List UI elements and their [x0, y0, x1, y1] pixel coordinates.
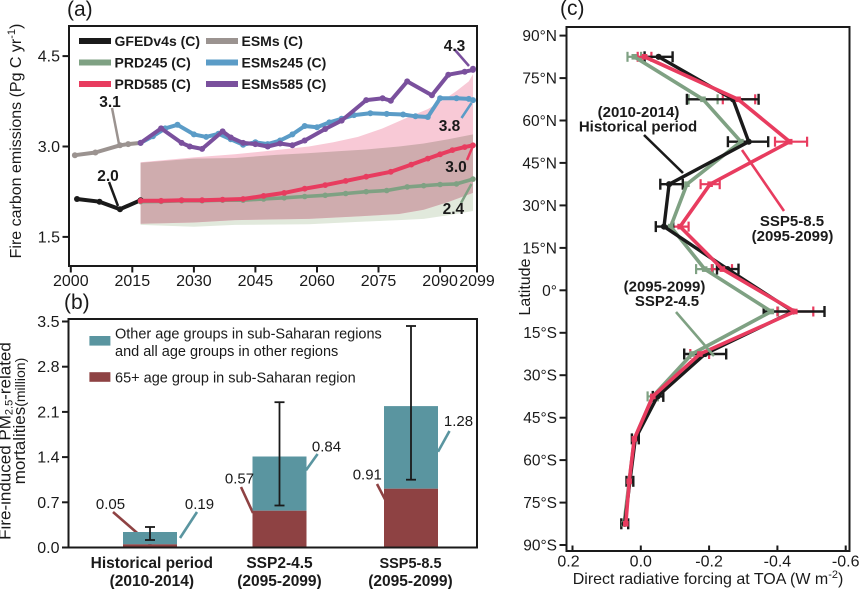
svg-text:Latitude: Latitude [517, 258, 534, 315]
svg-text:Fire-induced PM2.5-related: Fire-induced PM2.5-related [0, 342, 16, 540]
svg-text:GFEDv4s (C): GFEDv4s (C) [115, 33, 201, 49]
svg-text:3.5: 3.5 [37, 314, 59, 331]
svg-text:75°S: 75°S [523, 495, 557, 512]
svg-text:(2095-2099): (2095-2099) [237, 573, 321, 589]
svg-text:1.4: 1.4 [37, 450, 59, 467]
svg-text:and all age groups in other re: and all age groups in other regions [115, 344, 338, 360]
svg-text:2099: 2099 [459, 273, 495, 290]
svg-text:-0.4: -0.4 [764, 554, 792, 571]
svg-text:(2010-2014): (2010-2014) [110, 573, 194, 589]
svg-text:(2095-2099): (2095-2099) [752, 228, 834, 245]
svg-text:60°N: 60°N [522, 113, 557, 130]
svg-text:Historical period: Historical period [579, 119, 697, 136]
svg-text:0°: 0° [542, 283, 557, 300]
svg-text:4.3: 4.3 [444, 38, 466, 55]
svg-text:2000: 2000 [53, 273, 89, 290]
svg-text:(2095-2099): (2095-2099) [624, 279, 706, 296]
svg-text:3.0: 3.0 [445, 159, 467, 176]
svg-text:(b): (b) [64, 291, 90, 314]
svg-text:2075: 2075 [361, 273, 397, 290]
svg-text:75°N: 75°N [522, 71, 557, 88]
svg-text:-0.2: -0.2 [695, 554, 723, 571]
svg-text:90°N: 90°N [522, 28, 557, 45]
svg-text:SSP5-8.5: SSP5-8.5 [379, 556, 441, 572]
svg-text:(c): (c) [560, 0, 585, 20]
svg-text:1.28: 1.28 [444, 413, 473, 430]
svg-text:0.84: 0.84 [312, 439, 341, 456]
svg-text:90°S: 90°S [523, 538, 557, 555]
svg-text:0.0: 0.0 [37, 540, 59, 557]
svg-text:SSP5-8.5: SSP5-8.5 [760, 213, 824, 230]
svg-text:0.0: 0.0 [630, 554, 652, 571]
svg-text:0.57: 0.57 [225, 471, 254, 488]
svg-text:PRD245 (C): PRD245 (C) [115, 55, 191, 71]
svg-text:3.0: 3.0 [38, 139, 60, 156]
svg-text:Direct radiative forcing at TO: Direct radiative forcing at TOA (W m-2) [573, 569, 844, 588]
svg-text:-0.6: -0.6 [832, 554, 860, 571]
svg-text:15°N: 15°N [522, 240, 557, 257]
svg-text:45°N: 45°N [522, 155, 557, 172]
svg-text:3.1: 3.1 [99, 94, 121, 111]
svg-text:2045: 2045 [238, 273, 274, 290]
svg-text:(a): (a) [67, 0, 93, 21]
svg-text:30°N: 30°N [522, 198, 557, 215]
svg-text:60°S: 60°S [523, 453, 557, 470]
svg-text:15°S: 15°S [523, 325, 557, 342]
svg-text:Historical period: Historical period [91, 555, 213, 572]
svg-text:3.8: 3.8 [439, 118, 461, 135]
svg-text:ESMs (C): ESMs (C) [242, 33, 303, 49]
svg-text:4.5: 4.5 [38, 49, 60, 66]
svg-text:2015: 2015 [115, 273, 151, 290]
svg-text:0.91: 0.91 [353, 467, 382, 484]
svg-text:ESMs585 (C): ESMs585 (C) [242, 76, 327, 92]
svg-text:1.5: 1.5 [38, 229, 60, 246]
svg-text:2.0: 2.0 [97, 168, 119, 185]
svg-text:Other age groups in sub-Sahara: Other age groups in sub-Saharan regions [115, 327, 382, 343]
svg-text:(2010-2014): (2010-2014) [598, 104, 680, 121]
svg-text:ESMs245 (C): ESMs245 (C) [242, 55, 327, 71]
svg-text:2030: 2030 [176, 273, 212, 290]
svg-text:30°S: 30°S [523, 368, 557, 385]
svg-text:2.4: 2.4 [443, 201, 465, 218]
svg-text:Fire carbon emissions (Pg C yr: Fire carbon emissions (Pg C yr-1) [6, 24, 25, 259]
svg-text:0.7: 0.7 [37, 495, 59, 512]
svg-text:2060: 2060 [299, 273, 335, 290]
svg-text:2.8: 2.8 [37, 359, 59, 376]
svg-text:0.05: 0.05 [96, 496, 125, 513]
svg-text:45°S: 45°S [523, 410, 557, 427]
svg-text:(2095-2099): (2095-2099) [368, 573, 452, 589]
svg-text:mortalities(million): mortalities(million) [10, 358, 29, 484]
svg-text:65+ age group in sub-Saharan r: 65+ age group in sub-Saharan region [115, 371, 356, 387]
svg-text:2090: 2090 [422, 273, 458, 290]
svg-text:PRD585 (C): PRD585 (C) [115, 76, 191, 92]
svg-text:2.1: 2.1 [37, 404, 59, 421]
svg-text:0.19: 0.19 [185, 496, 214, 513]
svg-text:SSP2-4.5: SSP2-4.5 [635, 293, 699, 310]
svg-text:SSP2-4.5: SSP2-4.5 [246, 555, 313, 572]
svg-text:0.2: 0.2 [557, 554, 579, 571]
